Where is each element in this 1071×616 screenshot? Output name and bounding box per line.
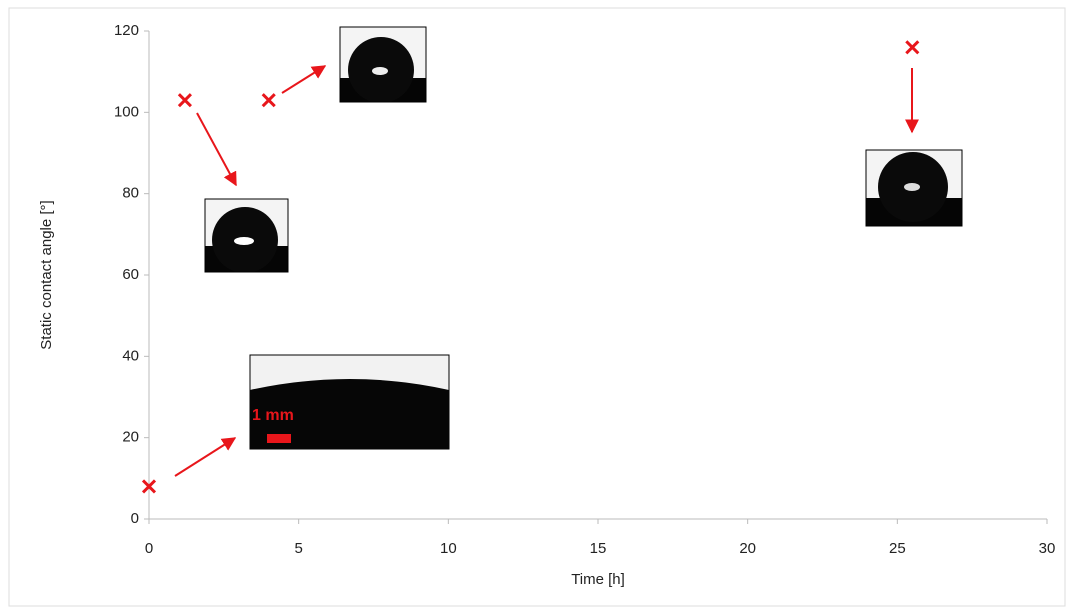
inset-flat <box>249 354 450 450</box>
x-tick-label: 10 <box>440 540 457 557</box>
y-tick-label: 80 <box>122 185 139 202</box>
inset-drop <box>866 150 962 226</box>
inset-drop <box>205 199 288 272</box>
x-tick-label: 25 <box>889 540 906 557</box>
marker <box>177 93 192 108</box>
y-tick-label: 40 <box>122 347 139 364</box>
x-axis-label: Time [h] <box>571 571 625 588</box>
inset-border <box>204 198 289 273</box>
y-axis-label: Static contact angle [°] <box>38 200 55 349</box>
y-tick-label: 0 <box>131 510 139 527</box>
y-tick-label: 60 <box>122 266 139 283</box>
x-tick-label: 15 <box>590 540 607 557</box>
arrows <box>174 65 919 477</box>
marker <box>261 93 276 108</box>
inset-drop <box>340 27 426 102</box>
y-tick-label: 120 <box>114 22 139 39</box>
marker <box>905 40 920 55</box>
y-tick-label: 100 <box>114 103 139 120</box>
inset-border <box>339 26 427 103</box>
inset-border <box>865 149 963 227</box>
marker <box>141 479 157 494</box>
x-tick-label: 0 <box>145 540 153 557</box>
x-tick-label: 5 <box>294 540 302 557</box>
y-tick-label: 20 <box>122 429 139 446</box>
scale-label: 1 mm <box>252 407 294 424</box>
chart-border <box>8 7 1066 607</box>
x-tick-label: 20 <box>739 540 756 557</box>
x-tick-label: 30 <box>1039 540 1056 557</box>
